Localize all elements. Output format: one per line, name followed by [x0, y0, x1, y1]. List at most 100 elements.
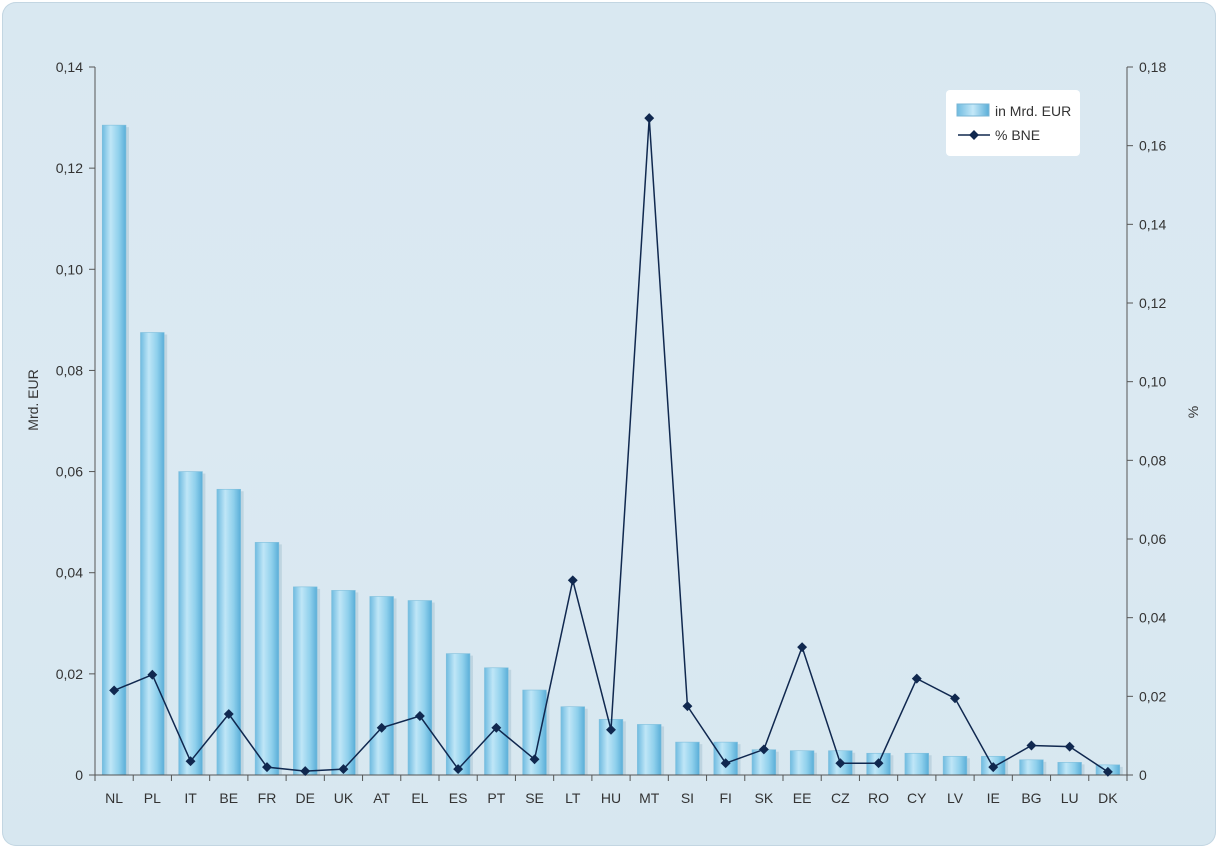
- x-tick-label: SK: [755, 790, 774, 806]
- legend-line-marker: [969, 130, 979, 140]
- line-point-si: [682, 701, 693, 712]
- x-tick-label: UK: [334, 790, 354, 806]
- line-point-el: [414, 711, 425, 721]
- x-tick-label: LU: [1061, 790, 1079, 806]
- bar-fr-fill: [254, 542, 280, 776]
- line-point-bg: [1026, 740, 1037, 751]
- right-tick-label: 0,12: [1139, 295, 1166, 311]
- left-tick-label: 0,02: [56, 666, 83, 682]
- x-tick-label: DE: [295, 790, 314, 806]
- right-tick-label: 0: [1139, 767, 1147, 783]
- right-tick-label: 0,16: [1139, 138, 1166, 154]
- bar-si-fill: [675, 741, 700, 776]
- line-point-ee: [797, 642, 808, 653]
- legend-line-label: % BNE: [995, 127, 1040, 143]
- bar-lt-fill: [560, 706, 585, 776]
- x-tick-label: FR: [258, 790, 277, 806]
- left-tick-label: 0,08: [56, 362, 83, 378]
- x-tick-label: LT: [565, 790, 581, 806]
- line-point-hu: [606, 724, 616, 735]
- line-point-lt: [567, 575, 578, 586]
- bar-cy-fill: [904, 752, 929, 776]
- x-tick-label: NL: [105, 790, 123, 806]
- legend-bar-swatch: [956, 103, 990, 117]
- right-axis-title: %: [1185, 406, 1201, 418]
- line-point-sk: [758, 744, 769, 755]
- bar-ee-fill: [789, 750, 815, 776]
- left-y-ticks: 0 0,02 0,04 0,06 0,08 0,10 0,12 0,14: [56, 59, 95, 783]
- legend: in Mrd. EUR % BNE: [946, 90, 1080, 156]
- line-point-lu: [1064, 741, 1075, 752]
- x-tick-label: EE: [793, 790, 812, 806]
- bar-pl-fill: [140, 332, 165, 776]
- x-tick-label: SI: [681, 790, 694, 806]
- right-tick-label: 0,14: [1139, 216, 1166, 232]
- bar-nl-fill: [101, 124, 127, 776]
- x-tick-label: PL: [144, 790, 161, 806]
- left-tick-label: 0,04: [56, 565, 83, 581]
- x-tick-label: AT: [373, 790, 390, 806]
- x-tick-label: CZ: [831, 790, 850, 806]
- right-tick-label: 0,10: [1139, 374, 1166, 390]
- bar-uk-fill: [331, 590, 356, 776]
- x-tick-label: FI: [719, 790, 731, 806]
- line-point-es: [453, 764, 464, 775]
- left-tick-label: 0: [75, 767, 83, 783]
- right-tick-label: 0,04: [1139, 610, 1166, 626]
- left-tick-label: 0,06: [56, 464, 83, 480]
- line-point-nl: [109, 685, 120, 696]
- x-tick-label: IE: [987, 790, 1000, 806]
- line-series: [109, 113, 1113, 777]
- line-point-at: [376, 722, 387, 733]
- line-point-cy: [911, 673, 922, 684]
- bar-bg-fill: [1019, 759, 1044, 776]
- bar-de-fill: [293, 586, 318, 776]
- left-tick-label: 0,10: [56, 261, 83, 277]
- bar-at-fill: [369, 596, 394, 776]
- x-tick-label: MT: [639, 790, 660, 806]
- line-point-it: [185, 756, 196, 767]
- x-tick-label: RO: [868, 790, 889, 806]
- x-tick-label: BG: [1021, 790, 1041, 806]
- line-point-de: [300, 766, 311, 777]
- bar-lv-fill: [942, 755, 968, 776]
- line-point-se: [529, 754, 540, 765]
- bar-el-fill: [407, 600, 433, 776]
- line-point-cz: [835, 758, 846, 769]
- x-tick-label: BE: [219, 790, 238, 806]
- bar-pt-fill: [484, 667, 509, 776]
- line-point-ro: [873, 758, 884, 769]
- line-point-ie: [988, 762, 999, 773]
- x-tick-label: CY: [907, 790, 927, 806]
- left-tick-label: 0,14: [56, 59, 83, 75]
- line-point-pl: [147, 669, 158, 680]
- x-tick-label: EL: [411, 790, 428, 806]
- legend-box: [946, 90, 1080, 156]
- x-ticks: NL PL IT BE FR DE UK AT EL ES PT SE LT HU MT SI FI SK EE CZ…: [94, 775, 1128, 806]
- left-axis-title: Mrd. EUR: [25, 369, 41, 430]
- x-tick-label: IT: [184, 790, 197, 806]
- line-point-lv: [950, 693, 960, 704]
- x-tick-label: ES: [449, 790, 468, 806]
- line-point-pt: [491, 722, 502, 733]
- line-point-be: [223, 709, 234, 719]
- right-tick-label: 0,18: [1139, 59, 1166, 75]
- legend-bar-label: in Mrd. EUR: [995, 103, 1071, 119]
- bar-lu-fill: [1057, 762, 1082, 776]
- x-tick-label: HU: [601, 790, 621, 806]
- right-y-ticks: 0 0,02 0,04 0,06 0,08 0,10 0,12 0,14 0,16 0,18: [1127, 59, 1166, 783]
- bar-it-fill: [178, 471, 203, 776]
- right-tick-label: 0,06: [1139, 531, 1166, 547]
- x-tick-label: PT: [487, 790, 505, 806]
- line-point-dk: [1102, 766, 1113, 777]
- right-tick-label: 0,02: [1139, 688, 1166, 704]
- bar-mt-fill: [637, 724, 662, 776]
- left-tick-label: 0,12: [56, 160, 83, 176]
- bar-be-fill: [216, 488, 241, 776]
- axes: [94, 67, 1128, 776]
- bar-series: [101, 124, 1123, 776]
- right-tick-label: 0,08: [1139, 452, 1166, 468]
- line-point-fi: [720, 758, 731, 769]
- x-tick-label: DK: [1098, 790, 1118, 806]
